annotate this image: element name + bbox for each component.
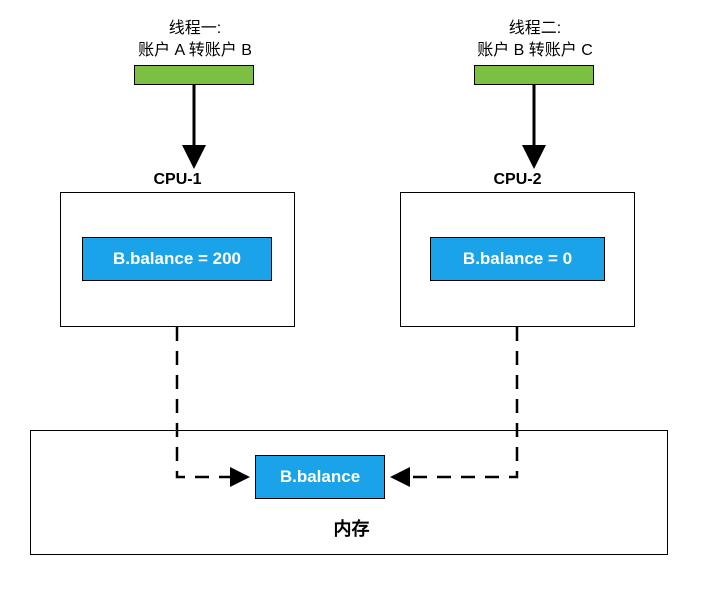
cpu1-title: CPU-1 bbox=[61, 171, 294, 189]
thread1-line1: 线程一: bbox=[169, 20, 221, 37]
thread2-line1: 线程二: bbox=[509, 20, 561, 37]
thread2-bar bbox=[474, 65, 594, 85]
thread2-line2: 账户 B 转账户 C bbox=[477, 42, 593, 59]
thread1-bar bbox=[134, 65, 254, 85]
cpu2-title: CPU-2 bbox=[401, 171, 634, 189]
cpu1-balance-chip: B.balance = 200 bbox=[82, 237, 272, 281]
memory-title: 内存 bbox=[0, 515, 703, 541]
concurrency-diagram: 线程一: 账户 A 转账户 B 线程二: 账户 B 转账户 C CPU-1 B.… bbox=[0, 0, 703, 589]
cpu1-balance-text: B.balance = 200 bbox=[113, 249, 241, 269]
memory-balance-chip: B.balance bbox=[255, 455, 385, 499]
thread2-label: 线程二: 账户 B 转账户 C bbox=[445, 18, 625, 61]
thread1-line2: 账户 A 转账户 B bbox=[138, 42, 252, 59]
thread1-label: 线程一: 账户 A 转账户 B bbox=[105, 18, 285, 61]
cpu2-balance-text: B.balance = 0 bbox=[463, 249, 572, 269]
cpu2-balance-chip: B.balance = 0 bbox=[430, 237, 605, 281]
memory-balance-text: B.balance bbox=[280, 467, 360, 487]
